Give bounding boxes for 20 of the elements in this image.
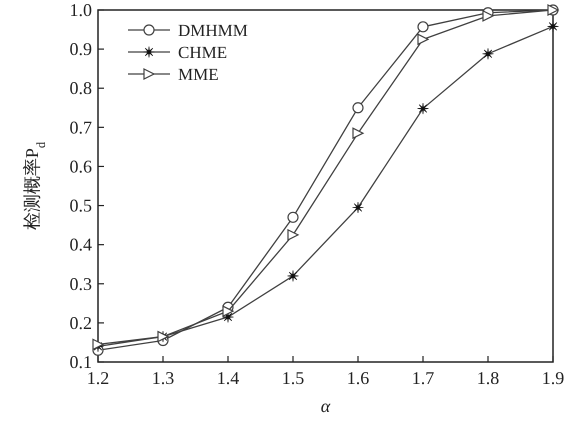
x-tick-label: 1.7 (412, 368, 434, 388)
y-tick-label: 0.5 (70, 196, 92, 216)
y-tick-label: 0.8 (70, 78, 92, 98)
x-tick-label: 1.9 (542, 368, 564, 388)
y-tick-label: 0.6 (70, 156, 92, 176)
y-tick-label: 0.2 (70, 312, 92, 333)
x-tick-label: 1.4 (216, 368, 240, 388)
x-axis-title: α (320, 396, 331, 416)
legend-label: DMHMM (178, 21, 248, 40)
x-tick-label: 1.3 (152, 368, 174, 388)
y-tick-label: 0.4 (70, 234, 92, 255)
y-tick-label: 0.9 (70, 39, 92, 60)
y-tick-label: 0.7 (70, 117, 92, 138)
x-tick-label: 1.8 (476, 368, 500, 388)
x-tick-label: 1.6 (346, 368, 370, 388)
legend-label: MME (178, 65, 219, 84)
y-tick-label: 1.0 (70, 0, 92, 20)
x-tick-label: 1.5 (282, 368, 304, 388)
legend-label: CHME (178, 43, 228, 62)
y-tick-label: 0.3 (70, 274, 92, 294)
